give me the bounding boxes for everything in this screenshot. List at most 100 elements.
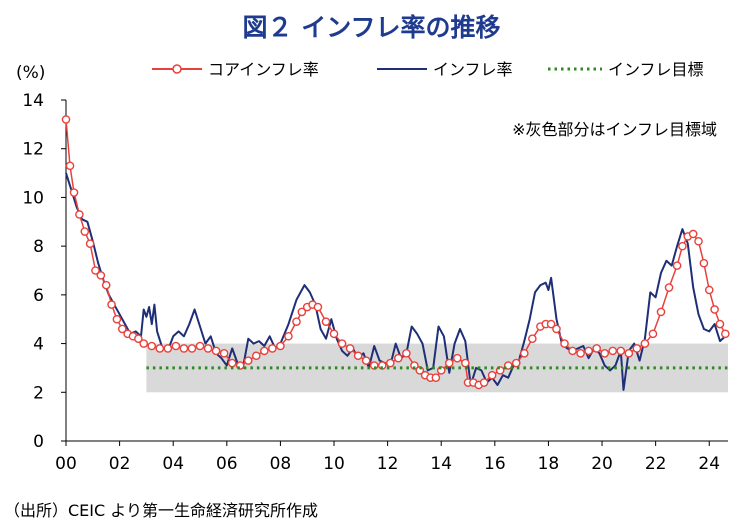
y-tick-label: 6 bbox=[33, 286, 44, 306]
series-point-core bbox=[61, 115, 71, 124]
series-point-core bbox=[487, 370, 497, 380]
target-band-note: ※灰色部分はインフレ目標域 bbox=[512, 120, 717, 139]
series-point-core bbox=[584, 346, 593, 356]
series-point-core bbox=[592, 344, 601, 353]
x-tick-label: 16 bbox=[484, 454, 506, 474]
series-point-core bbox=[139, 339, 149, 348]
series-point-core bbox=[616, 346, 626, 356]
series-point-core bbox=[243, 356, 253, 365]
series-point-core bbox=[699, 258, 709, 268]
y-tick-label: 8 bbox=[33, 237, 44, 257]
series-point-core bbox=[69, 188, 79, 197]
source-note: （出所）CEIC より第一生命経済研究所作成 bbox=[4, 501, 318, 520]
series-point-core bbox=[329, 329, 339, 339]
legend-label-core: コアインフレ率 bbox=[208, 60, 319, 79]
x-tick-label: 02 bbox=[109, 454, 131, 474]
x-tick-label: 18 bbox=[538, 454, 560, 474]
series-point-core bbox=[195, 341, 205, 351]
x-tick-label: 12 bbox=[377, 454, 399, 474]
series-point-core bbox=[101, 280, 111, 290]
series-point-core bbox=[694, 236, 703, 246]
y-axis-unit-label: (%) bbox=[16, 63, 46, 83]
y-tick-label: 10 bbox=[22, 188, 44, 208]
series-point-core bbox=[321, 317, 331, 326]
series-point-core bbox=[453, 353, 462, 363]
x-tick-label: 24 bbox=[698, 454, 720, 474]
series-point-core bbox=[431, 373, 441, 382]
series-point-core bbox=[171, 341, 181, 351]
series-point-core bbox=[552, 324, 561, 334]
series-point-core bbox=[251, 351, 261, 361]
series-point-core bbox=[80, 227, 90, 236]
series-point-core bbox=[107, 300, 116, 309]
series-point-core bbox=[147, 341, 157, 351]
series-point-core bbox=[664, 283, 674, 292]
series-point-core bbox=[219, 349, 229, 358]
series-point-core bbox=[576, 349, 585, 358]
series-point-core bbox=[624, 349, 634, 358]
series-point-core bbox=[75, 210, 84, 219]
series-point-core bbox=[568, 346, 577, 356]
series-point-core bbox=[560, 339, 569, 348]
series-point-core bbox=[284, 331, 293, 341]
x-tick-label: 10 bbox=[323, 454, 345, 474]
series-point-core bbox=[511, 358, 521, 368]
series-point-core bbox=[678, 241, 687, 251]
series-point-core bbox=[155, 344, 165, 353]
series-point-core bbox=[528, 334, 537, 344]
series-point-core bbox=[297, 307, 307, 317]
series-point-core bbox=[546, 319, 556, 329]
series-point-core bbox=[179, 344, 189, 353]
x-tick-label: 06 bbox=[216, 454, 238, 474]
legend-label-headline: インフレ率 bbox=[433, 60, 513, 79]
series-point-core bbox=[479, 378, 489, 387]
series-point-core bbox=[640, 339, 650, 348]
y-tick-label: 14 bbox=[22, 91, 44, 111]
x-tick-label: 20 bbox=[591, 454, 613, 474]
series-point-core bbox=[112, 314, 122, 324]
series-point-core bbox=[385, 358, 395, 368]
series-point-core bbox=[203, 344, 213, 353]
x-tick-label: 08 bbox=[270, 454, 292, 474]
series-point-core bbox=[394, 353, 403, 363]
series-point-core bbox=[710, 305, 719, 314]
series-point-core bbox=[402, 349, 411, 358]
series-point-core bbox=[345, 344, 355, 353]
legend-swatch-core-marker bbox=[172, 64, 182, 74]
series-point-core bbox=[65, 161, 75, 171]
series-point-core bbox=[656, 307, 666, 317]
series-point-core bbox=[313, 302, 323, 312]
legend: コアインフレ率 インフレ率 インフレ目標 bbox=[152, 60, 704, 79]
series-point-core bbox=[276, 341, 285, 351]
series-point-core bbox=[461, 358, 470, 368]
series-point-core bbox=[503, 361, 513, 370]
series-point-core bbox=[520, 349, 529, 358]
x-tick-label: 22 bbox=[645, 454, 667, 474]
series-point-core bbox=[353, 351, 363, 361]
series-point-core bbox=[608, 346, 618, 356]
series-point-core bbox=[632, 344, 642, 353]
series-point-core bbox=[688, 229, 698, 239]
x-tick-label: 00 bbox=[55, 454, 77, 474]
series-point-core bbox=[704, 285, 714, 295]
series-point-core bbox=[672, 261, 682, 270]
y-tick-label: 12 bbox=[22, 140, 44, 160]
series-point-core bbox=[227, 358, 237, 368]
y-tick-label: 0 bbox=[33, 432, 44, 452]
x-tick-label: 14 bbox=[430, 454, 452, 474]
series-point-core bbox=[721, 329, 730, 339]
series-point-core bbox=[268, 344, 277, 353]
series-point-core bbox=[444, 358, 454, 368]
series-point-core bbox=[91, 266, 100, 275]
series-point-core bbox=[600, 349, 610, 358]
series-point-core bbox=[187, 344, 197, 353]
series-point-core bbox=[117, 324, 127, 334]
series-point-core bbox=[361, 356, 371, 365]
series-point-core bbox=[211, 346, 221, 356]
legend-label-target: インフレ目標 bbox=[608, 60, 704, 79]
series-point-core bbox=[85, 239, 95, 249]
y-tick-label: 2 bbox=[33, 383, 44, 403]
chart-title: 図２ インフレ率の推移 bbox=[242, 13, 501, 42]
